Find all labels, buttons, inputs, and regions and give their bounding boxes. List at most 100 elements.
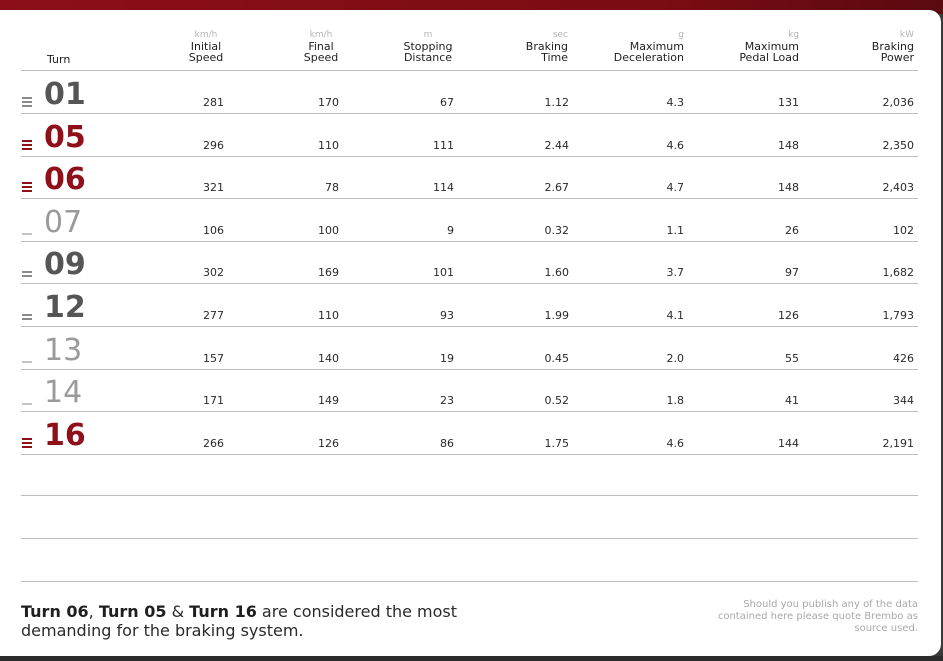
table-cell: 0.45: [544, 351, 570, 365]
footer-separator: ,: [88, 602, 99, 621]
footer-text: are considered the most demanding for th…: [21, 602, 458, 640]
table-cell: 148: [778, 181, 799, 195]
table-row: 01 281 170 67 1.12 4.3 131 2,036: [0, 72, 941, 112]
table-cell: 106: [203, 223, 224, 237]
empty-rule: [21, 581, 918, 582]
table-cell: 344: [893, 394, 914, 408]
table-cell: 114: [433, 181, 454, 195]
table-cell: 2,036: [882, 96, 915, 109]
table-cell: 296: [203, 138, 224, 152]
turn-number: 01: [44, 77, 86, 112]
table-cell: 266: [203, 436, 224, 450]
table-cell: 100: [318, 223, 339, 237]
severity-bars-icon: [22, 180, 32, 193]
footer-statement: Turn 06, Turn 05 & Turn 16 are considere…: [21, 602, 541, 640]
severity-bars-icon: [22, 401, 32, 406]
footer-turn-b: Turn 05: [98, 602, 167, 621]
table-cell: 126: [318, 436, 339, 450]
table-cell: 169: [318, 266, 339, 280]
table-cell: 55: [785, 351, 799, 365]
row-rule: [21, 240, 918, 242]
turn-number: 06: [44, 162, 86, 198]
table-cell: 41: [785, 394, 799, 408]
table-cell: 93: [440, 309, 454, 322]
table-cell: 1.99: [544, 309, 570, 322]
table-cell: 1.75: [544, 436, 570, 450]
table-cell: 110: [318, 309, 339, 322]
table-row: 14 171 149 23 0.52 1.8 41 344: [0, 370, 941, 410]
table-cell: 4.1: [666, 309, 685, 322]
table-cell: 321: [203, 181, 224, 195]
table-cell: 0.32: [544, 223, 570, 237]
bottom-bar: [0, 656, 943, 661]
table-cell: 2,191: [882, 436, 915, 450]
turn-number: 07: [44, 204, 83, 240]
table-cell: 281: [203, 96, 224, 109]
turn-number: 16: [44, 417, 86, 453]
table-cell: 97: [785, 266, 799, 280]
turn-number: 12: [44, 290, 86, 325]
table-cell: 277: [203, 309, 224, 322]
header-braking-time: sec Braking Time: [525, 30, 568, 64]
header-max-pedal-load: kg Maximum Pedal Load: [739, 30, 799, 64]
table-cell: 2.44: [544, 138, 570, 152]
empty-rule: [21, 538, 918, 539]
table-cell: 4.3: [666, 96, 685, 109]
header-rule: [21, 70, 918, 71]
table-row: 13 157 140 19 0.45 2.0 55 426: [0, 328, 941, 368]
turn-number: 13: [44, 332, 83, 368]
table-cell: 302: [203, 266, 224, 280]
severity-bars-icon: [22, 95, 32, 107]
table-cell: 110: [318, 138, 339, 152]
header-stopping-distance: m Stopping Distance: [403, 30, 453, 64]
table-cell: 19: [440, 351, 454, 365]
table-cell: 1.1: [666, 223, 685, 237]
table-cell: 149: [318, 394, 339, 408]
header-initial-speed: km/h Initial Speed: [188, 30, 224, 64]
table-cell: 1.8: [666, 394, 685, 408]
header-max-deceleration: g Maximum Deceleration: [613, 30, 684, 64]
table-row: 06 321 78 114 2.67 4.7 148 2,403: [0, 157, 941, 197]
severity-bars-icon: [22, 436, 32, 448]
header-braking-power: kW Braking Power: [871, 30, 914, 64]
header-final-speed: km/h Final Speed: [303, 30, 339, 64]
severity-bars-icon: [22, 359, 32, 363]
table-cell: 1,682: [882, 266, 915, 280]
header-turn: Turn: [47, 53, 71, 66]
table-cell: 1,793: [882, 309, 915, 322]
table-cell: 86: [440, 436, 454, 450]
table-cell: 2,403: [882, 181, 915, 195]
severity-bars-icon: [22, 231, 32, 235]
table-cell: 131: [778, 96, 799, 109]
table-cell: 23: [440, 394, 454, 408]
turn-number: 05: [44, 119, 86, 155]
table-row: 05 296 110 111 2.44 4.6 148 2,350: [0, 115, 941, 155]
row-rule: [21, 326, 918, 327]
table-cell: 4.6: [666, 138, 685, 152]
table-cell: 9: [447, 223, 454, 237]
table-cell: 0.52: [544, 394, 570, 408]
table-cell: 4.6: [666, 436, 685, 450]
severity-bars-icon: [22, 312, 32, 320]
table-cell: 78: [325, 181, 339, 195]
table-cell: 102: [893, 223, 914, 237]
table-cell: 148: [778, 138, 799, 152]
table-cell: 144: [778, 436, 799, 450]
empty-rule: [21, 495, 918, 496]
table-cell: 126: [778, 309, 799, 322]
footer-turn-a: Turn 06: [21, 602, 89, 621]
table-cell: 1.60: [544, 266, 570, 280]
table-row: 16 266 126 86 1.75 4.6 144 2,191: [0, 413, 941, 453]
severity-bars-icon: [22, 269, 32, 278]
turn-number: 09: [44, 247, 86, 283]
table-cell: 26: [785, 223, 799, 237]
table-cell: 2.0: [666, 351, 685, 365]
table-cell: 426: [893, 351, 914, 365]
table-row: 09 302 169 101 1.60 3.7 97 1,682: [0, 242, 941, 282]
source-note: Should you publish any of the data conta…: [717, 599, 918, 634]
row-rule: [21, 113, 918, 114]
row-rule: [21, 198, 918, 200]
severity-bars-icon: [22, 138, 32, 150]
table-cell: 4.7: [666, 181, 685, 195]
table-cell: 157: [203, 351, 224, 365]
